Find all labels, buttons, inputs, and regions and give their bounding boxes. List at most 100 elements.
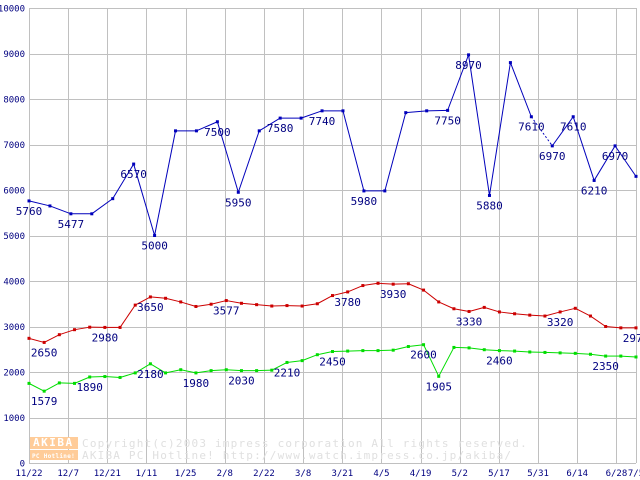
series-segment: [393, 346, 409, 351]
series-segment: [165, 369, 181, 374]
data-point-marker: [634, 355, 638, 359]
watermark-copyright: Copyright(c)2003 impress corporation All…: [82, 437, 528, 450]
data-point-marker: [634, 326, 638, 330]
data-point-marker: [341, 109, 345, 113]
y-axis-tick-labels: 0 1000 2000 3000 4000 5000 6000 7000 8000 9000 100…: [0, 5, 25, 470]
data-point-marker: [467, 309, 471, 313]
data-point-marker: [406, 345, 410, 349]
series-segment: [119, 304, 136, 328]
data-point-marker: [194, 129, 198, 133]
y-tick-label: 10000: [0, 5, 25, 15]
data-point-marker: [270, 304, 274, 308]
data-point-marker: [300, 359, 304, 363]
series-segment: [49, 205, 72, 215]
data-point-marker: [57, 333, 61, 337]
data-point-marker: [224, 299, 228, 303]
watermark-group: AKIBA PC Hotline! Copyright(c)2003 impress…: [30, 436, 528, 462]
data-point-label: 2180: [137, 368, 164, 381]
data-point-marker: [543, 350, 547, 354]
series-series-blue: [27, 53, 638, 237]
data-point-marker: [376, 281, 380, 285]
series-segment: [180, 301, 197, 307]
series-segment: [226, 300, 242, 304]
data-point-marker: [132, 162, 136, 166]
data-point-marker: [573, 306, 577, 310]
data-point-marker: [361, 349, 365, 353]
series-segment: [405, 110, 427, 114]
data-point-marker: [482, 348, 486, 352]
data-point-marker: [619, 326, 623, 330]
y-tick-label: 0: [20, 460, 25, 470]
data-point-label: 3577: [213, 305, 240, 318]
data-point-marker: [513, 312, 517, 316]
x-tick-label: 5/2: [452, 469, 468, 479]
series-segment: [28, 337, 45, 343]
series-segment: [237, 130, 260, 193]
y-tick-label: 3000: [3, 323, 25, 333]
x-tick-label: 6/14: [566, 469, 588, 479]
data-point-marker: [194, 371, 198, 375]
data-point-label: 2450: [319, 356, 346, 369]
data-point-marker: [224, 368, 228, 372]
data-point-marker: [48, 204, 52, 208]
pc-hotline-logo-badge: [30, 450, 78, 460]
data-point-marker: [362, 189, 366, 193]
data-point-marker: [179, 300, 183, 304]
series-segment: [575, 307, 591, 317]
series-segment: [499, 311, 515, 315]
data-point-marker: [278, 116, 282, 120]
series-segment: [529, 314, 545, 317]
series-segment: [447, 54, 470, 111]
data-point-marker: [529, 115, 533, 119]
y-tick-label: 6000: [3, 187, 25, 197]
y-tick-label: 5000: [3, 232, 25, 242]
y-tick-label: 9000: [3, 50, 25, 60]
data-point-marker: [285, 304, 289, 308]
data-point-marker: [148, 362, 152, 366]
x-tick-label: 12/7: [57, 469, 79, 479]
x-tick-label: 5/31: [527, 469, 549, 479]
series-segment: [551, 116, 574, 147]
data-point-label: 7610: [560, 121, 587, 134]
data-point-label: 5880: [476, 199, 503, 212]
series-segment: [469, 347, 485, 351]
series-segment: [317, 295, 333, 305]
data-point-marker: [315, 353, 319, 357]
series-segment: [509, 62, 532, 117]
data-point-marker: [376, 349, 380, 353]
data-point-marker: [571, 115, 575, 119]
series-segment: [43, 382, 60, 392]
data-point-marker: [27, 199, 31, 203]
data-point-marker: [42, 340, 46, 344]
series-segment: [28, 382, 45, 392]
data-point-marker: [209, 302, 213, 306]
series-segment: [112, 163, 135, 199]
grid-lines: [29, 8, 637, 464]
data-point-marker: [88, 375, 92, 379]
x-tick-label: 5/17: [488, 469, 510, 479]
data-point-marker: [148, 295, 152, 299]
series-segment: [196, 121, 218, 132]
series-segment: [74, 326, 90, 331]
data-point-label: 3320: [547, 316, 574, 329]
data-point-label: 7750: [434, 114, 461, 127]
series-segment: [408, 344, 424, 348]
series-segment: [572, 116, 595, 181]
data-point-marker: [69, 212, 73, 216]
series-segment: [590, 353, 606, 357]
series-segment: [438, 301, 455, 310]
series-segment: [514, 313, 530, 316]
data-point-marker: [588, 314, 592, 318]
series-segment: [150, 296, 166, 299]
x-tick-label: 1/25: [175, 469, 197, 479]
x-tick-label: 7/5: [628, 469, 640, 479]
series-segment: [317, 351, 333, 356]
x-tick-label: 2/22: [253, 469, 275, 479]
data-point-marker: [73, 381, 77, 385]
data-point-marker: [422, 288, 426, 292]
series-segment: [377, 282, 394, 285]
data-point-marker: [270, 368, 274, 372]
series-segment: [302, 303, 318, 307]
